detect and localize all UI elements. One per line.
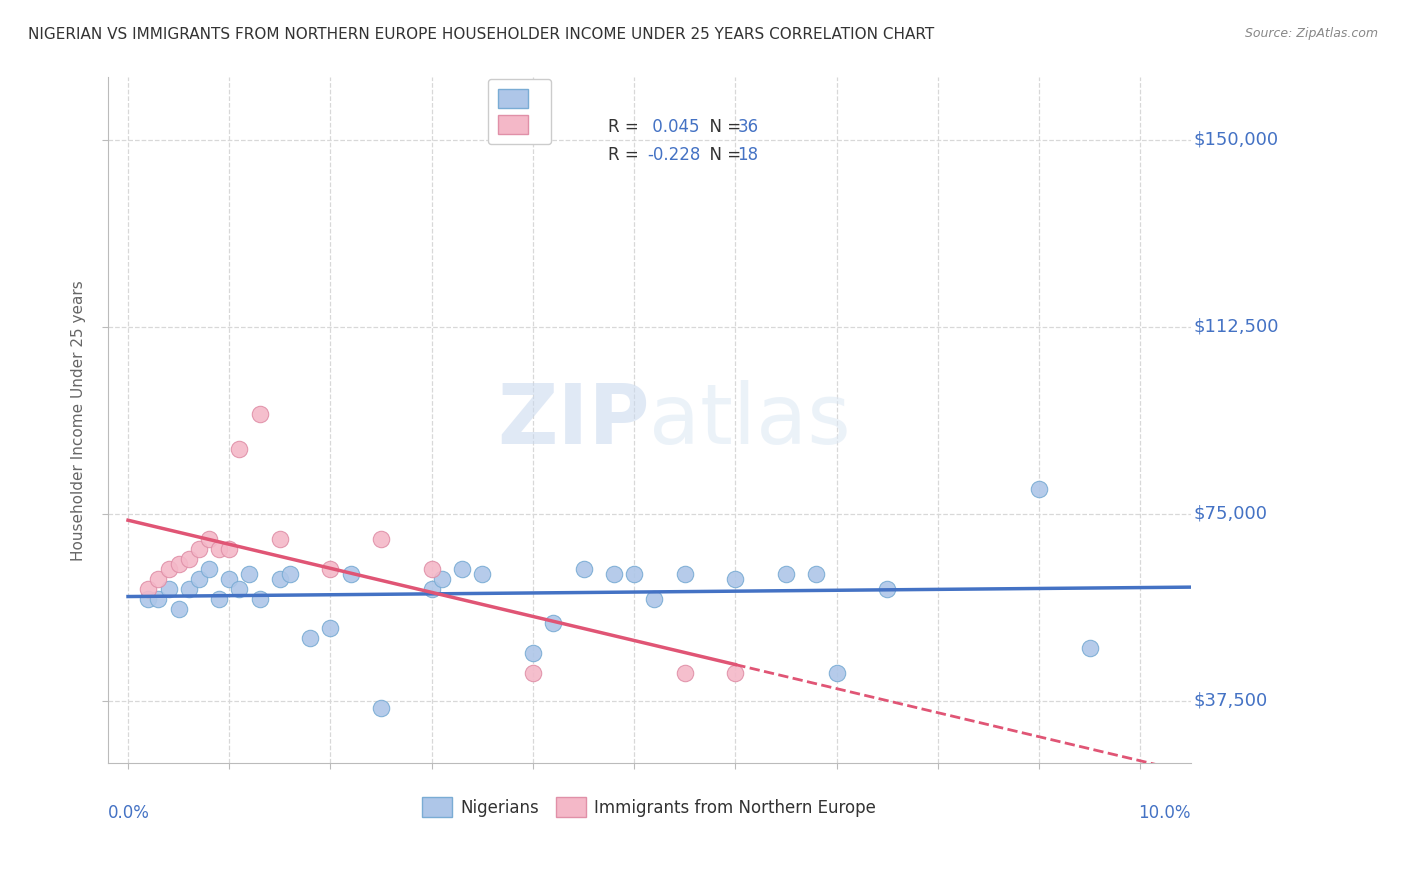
Point — [278, 566, 301, 581]
Point — [339, 566, 361, 581]
Point — [522, 666, 544, 681]
Point — [471, 566, 494, 581]
Text: $112,500: $112,500 — [1194, 318, 1278, 335]
Text: R =: R = — [607, 146, 644, 164]
Text: R =: R = — [607, 118, 644, 136]
Point — [177, 551, 200, 566]
Text: atlas: atlas — [650, 380, 851, 461]
Point — [451, 561, 474, 575]
Point — [167, 601, 190, 615]
Point — [208, 541, 231, 556]
Point — [136, 591, 159, 606]
Point — [299, 632, 322, 646]
Point — [1028, 482, 1050, 496]
Point — [269, 572, 291, 586]
Point — [136, 582, 159, 596]
Point — [673, 566, 696, 581]
Point — [370, 532, 392, 546]
Point — [187, 572, 209, 586]
Point — [724, 666, 747, 681]
Point — [319, 622, 342, 636]
Point — [643, 591, 665, 606]
Point — [218, 572, 240, 586]
Point — [430, 572, 453, 586]
Text: $150,000: $150,000 — [1194, 131, 1278, 149]
Point — [825, 666, 848, 681]
Text: 18: 18 — [737, 146, 758, 164]
Text: 10.0%: 10.0% — [1139, 805, 1191, 822]
Text: NIGERIAN VS IMMIGRANTS FROM NORTHERN EUROPE HOUSEHOLDER INCOME UNDER 25 YEARS CO: NIGERIAN VS IMMIGRANTS FROM NORTHERN EUR… — [28, 27, 935, 42]
Point — [148, 591, 170, 606]
Text: 0.0%: 0.0% — [108, 805, 149, 822]
Text: ZIP: ZIP — [496, 380, 650, 461]
Point — [157, 582, 180, 596]
Text: $75,000: $75,000 — [1194, 505, 1267, 523]
Point — [269, 532, 291, 546]
Point — [603, 566, 626, 581]
Point — [249, 591, 271, 606]
Point — [724, 572, 747, 586]
Point — [623, 566, 645, 581]
Point — [673, 666, 696, 681]
Point — [572, 561, 595, 575]
Point — [198, 561, 221, 575]
Point — [167, 557, 190, 571]
Point — [420, 561, 443, 575]
Point — [148, 572, 170, 586]
Point — [420, 582, 443, 596]
Point — [198, 532, 221, 546]
Point — [541, 616, 564, 631]
Point — [775, 566, 797, 581]
Point — [1078, 641, 1101, 656]
Text: 0.045: 0.045 — [647, 118, 700, 136]
Point — [228, 582, 250, 596]
Point — [157, 561, 180, 575]
Point — [218, 541, 240, 556]
Text: -0.228: -0.228 — [647, 146, 700, 164]
Y-axis label: Householder Income Under 25 years: Householder Income Under 25 years — [72, 280, 86, 561]
Text: Source: ZipAtlas.com: Source: ZipAtlas.com — [1244, 27, 1378, 40]
Point — [238, 566, 260, 581]
Point — [370, 701, 392, 715]
Point — [208, 591, 231, 606]
Point — [228, 442, 250, 456]
Point — [187, 541, 209, 556]
Point — [319, 561, 342, 575]
Text: $37,500: $37,500 — [1194, 692, 1267, 710]
Point — [177, 582, 200, 596]
Text: 36: 36 — [737, 118, 758, 136]
Point — [806, 566, 828, 581]
Point — [876, 582, 898, 596]
Text: N =: N = — [699, 146, 747, 164]
Legend: Nigerians, Immigrants from Northern Europe: Nigerians, Immigrants from Northern Euro… — [416, 791, 883, 823]
Point — [249, 407, 271, 421]
Text: N =: N = — [699, 118, 747, 136]
Point — [522, 647, 544, 661]
